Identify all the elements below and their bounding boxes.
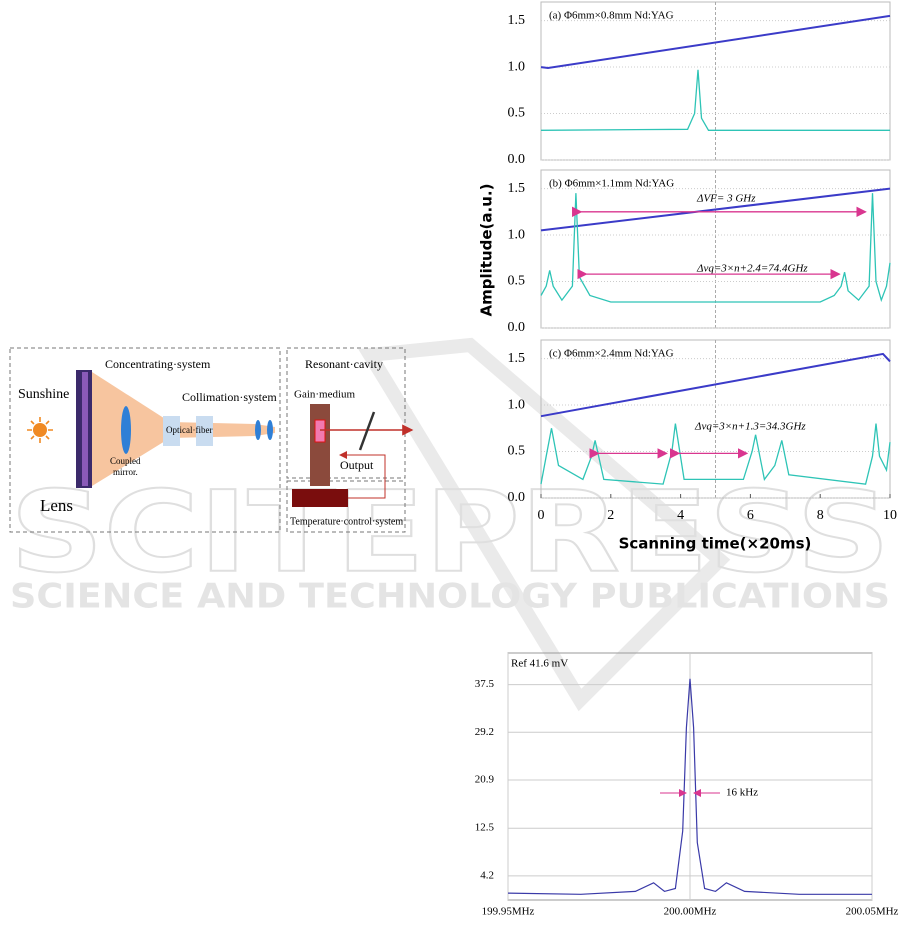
series-line xyxy=(540,193,891,303)
y-tick-label: 20.9 xyxy=(475,773,495,785)
feedback-line xyxy=(339,451,386,499)
y-tick-label: 0.0 xyxy=(508,152,526,167)
y-tick-label: 29.2 xyxy=(475,726,494,738)
y-tick-label: 0.5 xyxy=(508,274,526,289)
label: Optical·fiber xyxy=(166,425,212,435)
y-tick-label: 1.0 xyxy=(508,227,526,242)
system-box xyxy=(9,347,281,533)
y-axis-label: Amplitude(a.u.) xyxy=(478,184,496,317)
series-line xyxy=(540,14,891,70)
annotation: 16 kHz xyxy=(726,787,758,799)
x-tick-label: 0 xyxy=(538,508,545,523)
y-tick-label: 1.0 xyxy=(508,59,526,74)
label: Sunshine xyxy=(18,387,69,402)
watermark-small: SCIENCE AND TECHNOLOGY PUBLICATIONS xyxy=(10,577,890,617)
light-cone xyxy=(92,372,170,486)
spectrum-line xyxy=(507,678,872,895)
y-tick-label: 0.0 xyxy=(508,320,526,335)
fresnel-lens-face xyxy=(82,372,88,486)
x-tick-label: 200.00MHz xyxy=(664,906,717,918)
gain-medium-holder xyxy=(310,404,330,486)
label: Concentrating·system xyxy=(105,357,211,371)
y-tick-label: 0.0 xyxy=(508,490,526,505)
y-tick-label: 0.5 xyxy=(508,444,526,459)
y-tick-label: 4.2 xyxy=(480,869,494,881)
coupled-mirror xyxy=(121,406,131,454)
y-tick-label: 1.0 xyxy=(508,397,526,412)
gain-medium xyxy=(314,419,326,443)
collimation-lens xyxy=(267,420,273,440)
label: Output xyxy=(340,458,374,472)
label: Temperature·control·system xyxy=(290,516,403,527)
output-mirror xyxy=(358,411,376,451)
y-tick-label: 37.5 xyxy=(475,678,495,690)
annotation: Δvq=3×n+1.3=34.3GHz xyxy=(694,421,806,433)
y-tick-label: 1.5 xyxy=(508,181,526,196)
y-tick-label: 1.5 xyxy=(508,13,526,28)
label: mirror. xyxy=(113,467,138,477)
watermark-shape xyxy=(358,337,731,712)
label: Resonant·cavity xyxy=(305,357,383,371)
x-tick-label: 199.95MHz xyxy=(482,906,535,918)
panel-title: (a) Φ6mm×0.8mm Nd:YAG xyxy=(549,10,674,22)
watermark: SCITEPRESS SCIENCE AND TECHNOLOGY PUBLIC… xyxy=(9,337,891,712)
panel-frame xyxy=(540,1,891,161)
fiber-end xyxy=(196,416,213,446)
series-line xyxy=(540,69,890,131)
label: Coupled xyxy=(110,456,141,466)
y-tick-label: 1.5 xyxy=(508,351,526,366)
x-tick-label: 2 xyxy=(607,508,614,523)
x-tick-label: 8 xyxy=(817,508,824,523)
label: Lens xyxy=(40,496,73,515)
collimation-lens xyxy=(255,420,261,440)
temperature-controller xyxy=(292,489,348,507)
fiber-end xyxy=(163,416,180,446)
panel-title: (b) Φ6mm×1.1mm Nd:YAG xyxy=(549,178,674,190)
series-line xyxy=(540,423,891,485)
x-tick-label: 6 xyxy=(747,508,754,523)
y-tick-label: 0.5 xyxy=(508,106,526,121)
cavity-box xyxy=(286,347,406,479)
temperature-box xyxy=(286,480,406,533)
watermark-big: SCITEPRESS xyxy=(10,468,890,598)
annotation: Δvq=3×n+2.4=74.4GHz xyxy=(696,263,808,275)
annotation: ΔVF= 3 GHz xyxy=(696,193,756,205)
label: Gain·medium xyxy=(294,389,356,401)
x-tick-label: 10 xyxy=(883,508,897,523)
label: Collimation·system xyxy=(182,390,277,404)
diagram: Sunshine Concentrating·system Collimatio… xyxy=(9,347,414,533)
chart-title: Ref 41.6 mV xyxy=(511,658,568,670)
sun xyxy=(27,417,53,443)
x-tick-label: 4 xyxy=(677,508,684,523)
series-line xyxy=(540,352,891,418)
panel-title: (c) Φ6mm×2.4mm Nd:YAG xyxy=(549,348,674,360)
y-tick-label: 12.5 xyxy=(475,822,495,834)
x-axis-label: Scanning time(×20ms) xyxy=(619,535,812,553)
x-tick-label: 200.05MHz xyxy=(846,906,899,918)
